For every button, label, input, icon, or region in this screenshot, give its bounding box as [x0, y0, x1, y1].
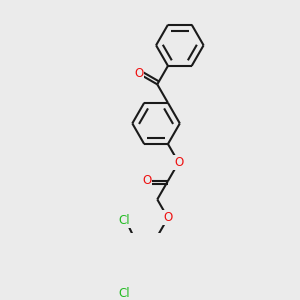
Text: O: O: [174, 156, 183, 169]
Text: Cl: Cl: [118, 214, 130, 227]
Text: O: O: [142, 175, 151, 188]
Text: O: O: [134, 67, 143, 80]
Text: Cl: Cl: [118, 287, 130, 300]
Text: O: O: [163, 212, 172, 224]
